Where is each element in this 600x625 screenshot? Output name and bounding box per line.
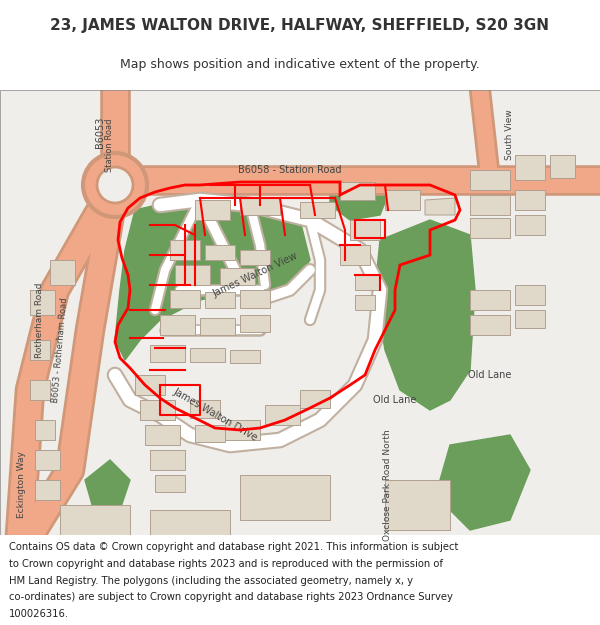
Polygon shape: [385, 480, 450, 530]
Polygon shape: [135, 375, 165, 395]
Polygon shape: [170, 290, 200, 308]
Polygon shape: [515, 285, 545, 305]
Text: HM Land Registry. The polygons (including the associated geometry, namely x, y: HM Land Registry. The polygons (includin…: [9, 576, 413, 586]
Polygon shape: [440, 435, 530, 530]
Circle shape: [83, 153, 147, 217]
Text: Old Lane: Old Lane: [373, 395, 416, 405]
Polygon shape: [35, 420, 55, 440]
Polygon shape: [150, 510, 230, 535]
Text: to Crown copyright and database rights 2023 and is reproduced with the permissio: to Crown copyright and database rights 2…: [9, 559, 443, 569]
Polygon shape: [35, 480, 60, 500]
Polygon shape: [470, 195, 510, 215]
Polygon shape: [425, 198, 455, 215]
Polygon shape: [220, 268, 255, 285]
Text: 100026316.: 100026316.: [9, 609, 69, 619]
Polygon shape: [30, 290, 55, 315]
Polygon shape: [150, 450, 185, 470]
Polygon shape: [205, 245, 235, 260]
Polygon shape: [330, 175, 390, 220]
Polygon shape: [85, 460, 130, 515]
Polygon shape: [515, 155, 545, 180]
Polygon shape: [195, 200, 230, 220]
Polygon shape: [340, 182, 375, 200]
Polygon shape: [145, 425, 180, 445]
Text: James Walton Drive: James Walton Drive: [171, 387, 259, 443]
Text: Oxclose Park Road North: Oxclose Park Road North: [383, 429, 392, 541]
Polygon shape: [355, 295, 375, 310]
Text: Contains OS data © Crown copyright and database right 2021. This information is : Contains OS data © Crown copyright and d…: [9, 542, 458, 552]
Polygon shape: [515, 310, 545, 328]
Polygon shape: [230, 350, 260, 363]
Text: co-ordinates) are subject to Crown copyright and database rights 2023 Ordnance S: co-ordinates) are subject to Crown copyr…: [9, 592, 453, 602]
Polygon shape: [550, 155, 575, 178]
Polygon shape: [200, 318, 235, 335]
Polygon shape: [205, 292, 235, 308]
Polygon shape: [350, 220, 380, 240]
Polygon shape: [240, 290, 270, 308]
Text: Old Lane: Old Lane: [469, 370, 512, 380]
Polygon shape: [300, 202, 335, 218]
Polygon shape: [0, 90, 600, 535]
Polygon shape: [300, 390, 330, 408]
Text: Map shows position and indicative extent of the property.: Map shows position and indicative extent…: [120, 58, 480, 71]
Polygon shape: [240, 250, 270, 265]
Polygon shape: [30, 340, 50, 360]
Text: 23, JAMES WALTON DRIVE, HALFWAY, SHEFFIELD, S20 3GN: 23, JAMES WALTON DRIVE, HALFWAY, SHEFFIE…: [50, 18, 550, 32]
Text: B6058 - Station Road: B6058 - Station Road: [238, 165, 342, 175]
Polygon shape: [195, 425, 225, 442]
Polygon shape: [30, 380, 50, 400]
Polygon shape: [190, 400, 220, 418]
Text: B6053 - Rotherham Road: B6053 - Rotherham Road: [51, 297, 69, 403]
Polygon shape: [240, 315, 270, 332]
Text: South View: South View: [505, 109, 515, 161]
Polygon shape: [60, 505, 130, 535]
Polygon shape: [470, 218, 510, 238]
Polygon shape: [175, 265, 210, 285]
Polygon shape: [160, 315, 195, 335]
Text: James Walton View: James Walton View: [211, 251, 299, 299]
Polygon shape: [375, 220, 475, 410]
Polygon shape: [115, 195, 310, 360]
Polygon shape: [515, 190, 545, 210]
Text: Rotherham Road: Rotherham Road: [35, 282, 44, 357]
Polygon shape: [385, 190, 420, 210]
Polygon shape: [515, 215, 545, 235]
Polygon shape: [265, 405, 300, 425]
Polygon shape: [170, 240, 200, 260]
Polygon shape: [140, 400, 175, 420]
Polygon shape: [150, 345, 185, 362]
Polygon shape: [225, 420, 260, 440]
Text: Station Road: Station Road: [106, 118, 115, 172]
Polygon shape: [35, 450, 60, 470]
Circle shape: [97, 167, 133, 203]
Polygon shape: [190, 348, 225, 362]
Polygon shape: [50, 260, 75, 285]
Polygon shape: [340, 245, 370, 265]
Text: B6053: B6053: [95, 116, 105, 148]
Polygon shape: [240, 475, 330, 520]
Polygon shape: [470, 290, 510, 310]
Polygon shape: [240, 198, 280, 215]
Polygon shape: [470, 315, 510, 335]
Polygon shape: [155, 475, 185, 492]
Polygon shape: [355, 275, 380, 290]
Polygon shape: [470, 170, 510, 190]
Text: Eckington Way: Eckington Way: [17, 451, 26, 519]
